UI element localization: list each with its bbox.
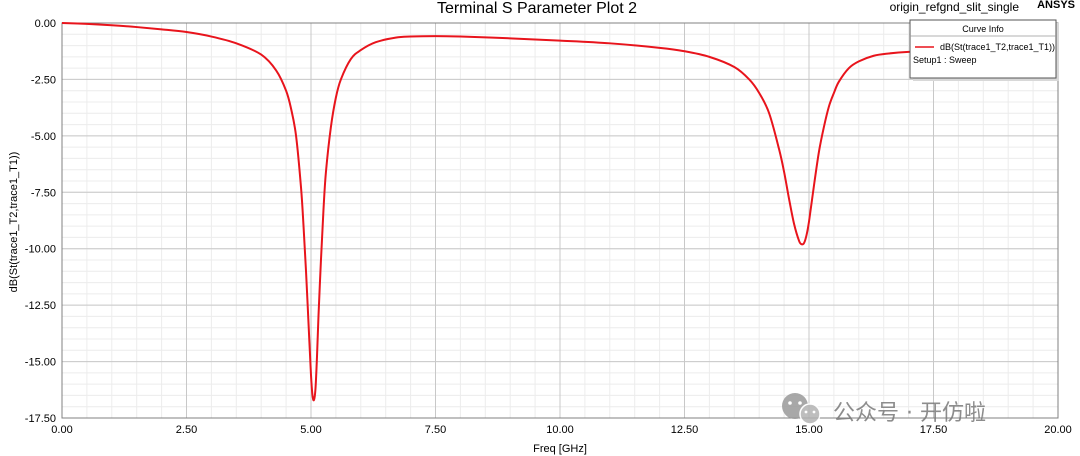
legend-setup: Setup1 : Sweep xyxy=(913,55,977,65)
x-tick-label: 10.00 xyxy=(546,424,574,436)
y-tick-label: -17.50 xyxy=(25,413,56,425)
curve-info-legend[interactable]: Curve Info dB(St(trace1_T2,trace1_T1)) S… xyxy=(909,19,1059,81)
y-axis-label: dB(St(trace1_T2,trace1_T1)) xyxy=(8,152,20,293)
y-tick-label: -15.00 xyxy=(25,357,56,369)
x-tick-label: 20.00 xyxy=(1044,424,1072,436)
watermark: 公众号 · 开仿啦 xyxy=(782,393,986,426)
x-tick-label: 5.00 xyxy=(300,424,321,436)
y-axis-ticks: 0.00 -2.50 -5.00 -7.50 -10.00 -12.50 -15.00 -17… xyxy=(25,18,56,425)
x-tick-label: 12.50 xyxy=(671,424,699,436)
watermark-text: 公众号 · 开仿啦 xyxy=(833,401,986,426)
series-line-s21[interactable] xyxy=(61,22,984,402)
plot-frame xyxy=(61,22,1059,419)
x-tick-label: 7.50 xyxy=(425,424,446,436)
project-name: origin_refgnd_slit_single xyxy=(890,0,1020,14)
wechat-icon xyxy=(782,393,821,425)
x-tick-label: 17.50 xyxy=(920,424,948,436)
legend-heading: Curve Info xyxy=(962,24,1004,34)
x-axis-label: Freq [GHz] xyxy=(533,443,587,455)
x-tick-label: 0.00 xyxy=(51,424,72,436)
legend-entry: dB(St(trace1_T2,trace1_T1)) xyxy=(940,42,1055,52)
y-tick-label: -12.50 xyxy=(25,300,56,312)
x-tick-label: 15.00 xyxy=(795,424,823,436)
y-tick-label: 0.00 xyxy=(35,18,56,30)
chart-title: Terminal S Parameter Plot 2 xyxy=(437,0,637,17)
ansys-brand: ANSYS xyxy=(1037,0,1075,11)
y-tick-label: -5.00 xyxy=(31,131,56,143)
x-tick-label: 2.50 xyxy=(176,424,197,436)
y-tick-label: -2.50 xyxy=(31,74,56,86)
y-tick-label: -10.00 xyxy=(25,244,56,256)
x-axis-ticks: 0.00 2.50 5.00 7.50 10.00 12.50 15.00 17.50 20.0… xyxy=(51,424,1071,436)
y-tick-label: -7.50 xyxy=(31,187,56,199)
